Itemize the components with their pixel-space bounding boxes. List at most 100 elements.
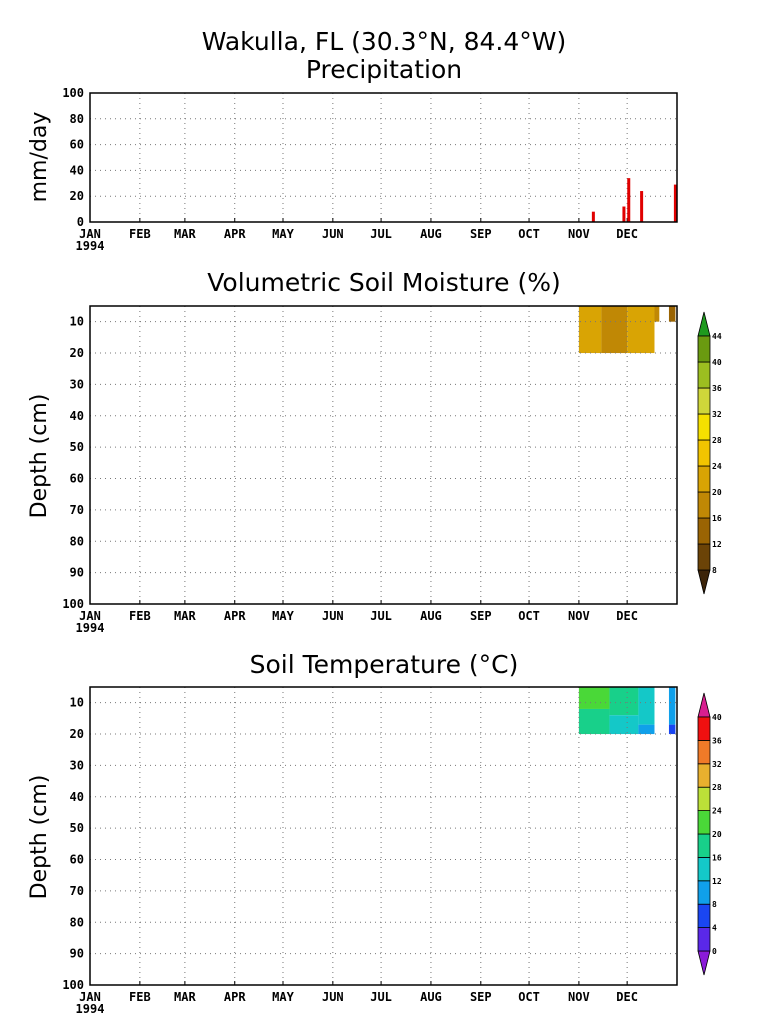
colorbar-segment: [697, 763, 711, 788]
colorbar-tick-label: 28: [712, 436, 722, 445]
tick-label-y: 10: [70, 696, 84, 710]
tick-label-y: 70: [70, 884, 84, 898]
tick-label-x: JUN: [322, 227, 344, 241]
colorbar-tick-label: 32: [712, 410, 722, 419]
colorbar-tick-label: 16: [712, 853, 722, 862]
colorbar-segment: [697, 927, 711, 952]
tick-label-y: 30: [70, 377, 84, 391]
colorbar-tick-label: 40: [712, 358, 722, 367]
colorbar-segment: [697, 810, 711, 835]
tick-label-y: 60: [70, 138, 84, 152]
colorbar-segment: [697, 880, 711, 905]
colorbar-segment: [697, 833, 711, 858]
soil-temperature-colorbar: 0 4 8 12 16 20 24 28 32 36 40: [697, 692, 722, 976]
tick-label-y: 100: [62, 86, 84, 100]
colorbar-tick-label: 24: [712, 462, 722, 471]
colorbar-tick-label: 0: [712, 947, 717, 956]
colorbar-segment: [697, 413, 711, 441]
colorbar-tick-label: 4: [712, 924, 717, 933]
tick-label-x: MAY: [272, 227, 294, 241]
heatmap-cell: [609, 715, 639, 735]
panel-title-soil-temperature: Soil Temperature (°C): [250, 650, 519, 679]
tick-label-x: JAN: [79, 609, 101, 623]
colorbar-tick-label: 28: [712, 783, 722, 792]
year-label: 1994: [76, 1002, 105, 1016]
chart-title: Wakulla, FL (30.3°N, 84.4°W): [202, 27, 567, 56]
tick-label-y: 90: [70, 566, 84, 580]
precip-bar: [627, 178, 631, 222]
colorbar-top-arrow: [697, 692, 711, 718]
tick-label-y: 80: [70, 534, 84, 548]
year-label: 1994: [76, 621, 105, 635]
tick-label-x: NOV: [568, 609, 590, 623]
tick-label-y: 40: [70, 790, 84, 804]
tick-label-x: APR: [224, 227, 246, 241]
colorbar-segment: [697, 465, 711, 493]
colorbar-bottom-arrow: [697, 950, 711, 976]
tick-label-y: 60: [70, 853, 84, 867]
tick-label-x: JUL: [370, 990, 392, 1004]
tick-label-x: DEC: [616, 609, 638, 623]
colorbar-segment: [697, 857, 711, 882]
tick-label-y: 30: [70, 758, 84, 772]
tick-label-x: JUN: [322, 609, 344, 623]
colorbar-tick-label: 20: [712, 830, 722, 839]
heatmap-cell: [668, 306, 676, 322]
heatmap-cell: [627, 306, 655, 354]
heatmap-cell: [578, 687, 610, 709]
colorbar-segment: [697, 517, 711, 545]
tick-label-x: OCT: [518, 990, 540, 1004]
tick-label-x: FEB: [129, 990, 151, 1004]
heatmap-cell: [654, 306, 660, 322]
tick-label-y: 20: [70, 727, 84, 741]
tick-label-x: NOV: [568, 990, 590, 1004]
temperature-ylabel: Depth (cm): [27, 775, 52, 900]
tick-label-x: SEP: [470, 609, 492, 623]
precip-ylabel: mm/day: [27, 112, 52, 203]
colorbar-tick-label: 36: [712, 384, 722, 393]
tick-label-y: 40: [70, 409, 84, 423]
tick-label-x: OCT: [518, 609, 540, 623]
colorbar-tick-label: 12: [712, 540, 722, 549]
tick-label-x: JAN: [79, 227, 101, 241]
tick-label-x: APR: [224, 990, 246, 1004]
tick-label-x: JUL: [370, 609, 392, 623]
tick-label-x: SEP: [470, 227, 492, 241]
tick-label-x: SEP: [470, 990, 492, 1004]
tick-label-x: JAN: [79, 990, 101, 1004]
panel-title-soil-moisture: Volumetric Soil Moisture (%): [207, 268, 561, 297]
heatmap-cell: [638, 687, 655, 725]
colorbar-segment: [697, 387, 711, 415]
tick-label-x: FEB: [129, 227, 151, 241]
colorbar-tick-label: 16: [712, 514, 722, 523]
tick-label-x: MAR: [174, 609, 196, 623]
heatmap-cell: [578, 306, 602, 354]
heatmap-cell: [668, 687, 676, 725]
tick-label-x: MAY: [272, 990, 294, 1004]
tick-label-x: OCT: [518, 227, 540, 241]
tick-label-y: 90: [70, 947, 84, 961]
colorbar-segment: [697, 439, 711, 467]
colorbar-top-arrow: [697, 311, 711, 337]
colorbar-tick-label: 12: [712, 877, 722, 886]
tick-label-y: 100: [62, 597, 84, 611]
tick-label-y: 100: [62, 978, 84, 992]
tick-label-x: JUL: [370, 227, 392, 241]
tick-label-y: 20: [70, 189, 84, 203]
heatmap-cell: [601, 306, 628, 354]
tick-label-y: 0: [77, 215, 84, 229]
tick-label-x: FEB: [129, 609, 151, 623]
heatmap-cell: [609, 687, 639, 716]
precip-bar: [591, 211, 595, 222]
panel-title-precipitation: Precipitation: [306, 55, 462, 84]
colorbar-segment: [697, 740, 711, 765]
colorbar-tick-label: 36: [712, 736, 722, 745]
colorbar-segment: [697, 543, 711, 571]
colorbar-tick-label: 8: [712, 566, 717, 575]
tick-label-x: AUG: [420, 990, 442, 1004]
precipitation-panel: 0 20 40 60 80 100 JAN FEB MAR APR MAY JUN JUL AUG SEP O…: [62, 86, 678, 253]
tick-label-y: 70: [70, 503, 84, 517]
